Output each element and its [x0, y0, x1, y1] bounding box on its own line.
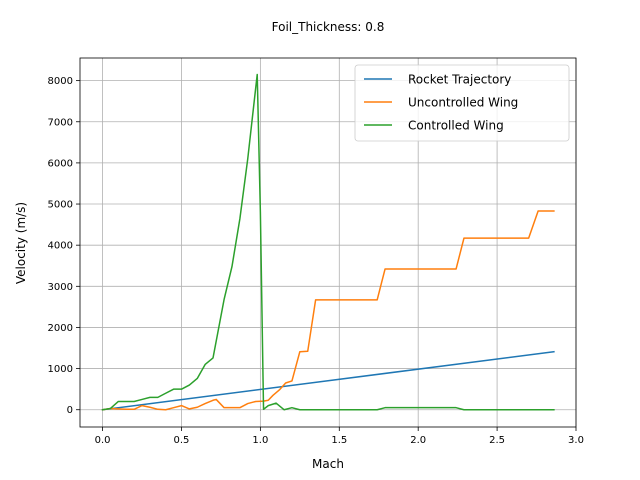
y-tick-label: 0 [67, 405, 73, 416]
y-tick-label: 3000 [48, 282, 73, 293]
x-tick-label: 1.5 [331, 435, 347, 446]
series-line-rocket-trajectory [101, 350, 555, 411]
legend-label-rocket-trajectory: Rocket Trajectory [408, 73, 511, 87]
series-line-uncontrolled-wing [101, 210, 555, 411]
x-tick-label: 2.0 [410, 435, 426, 446]
y-tick-label: 6000 [48, 158, 73, 169]
x-axis-title: Mach [312, 457, 344, 471]
legend-label-uncontrolled-wing: Uncontrolled Wing [408, 96, 518, 110]
y-tick-label: 7000 [48, 117, 73, 128]
series-group [101, 73, 555, 411]
y-tick-label: 1000 [48, 364, 73, 375]
y-tick-label: 5000 [48, 200, 73, 211]
x-tick-label: 2.5 [489, 435, 505, 446]
chart-title: Foil_Thickness: 0.8 [272, 20, 385, 34]
y-tick-label: 4000 [48, 241, 73, 252]
y-tick-label: 8000 [48, 76, 73, 87]
plot-frame [79, 57, 577, 428]
legend-box [354, 64, 570, 142]
x-axis: 0.0 0.5 1.0 1.5 2.0 2.5 3.0 [95, 427, 584, 446]
x-tick-label: 3.0 [568, 435, 584, 446]
legend: Rocket Trajectory Uncontrolled Wing Contro… [354, 64, 570, 142]
x-tick-label: 1.0 [252, 435, 268, 446]
legend-label-controlled-wing: Controlled Wing [408, 119, 504, 133]
x-tick-label: 0.0 [95, 435, 111, 446]
y-axis: 0 1000 2000 3000 4000 5000 6000 7000 8000 [48, 76, 80, 416]
y-axis-title: Velocity (m/s) [14, 202, 28, 284]
series-line-controlled-wing [101, 73, 555, 411]
y-tick-label: 2000 [48, 323, 73, 334]
x-tick-label: 0.5 [174, 435, 190, 446]
